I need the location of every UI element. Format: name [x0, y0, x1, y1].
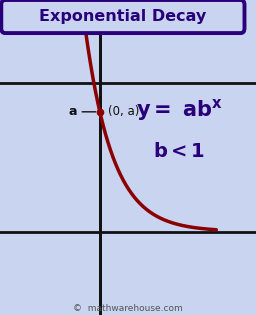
Text: $\mathbf{y{=}\ ab^x}$: $\mathbf{y{=}\ ab^x}$ [136, 97, 222, 123]
Text: Exponential Decay: Exponential Decay [39, 9, 207, 24]
Text: ©  mathwarehouse.com: © mathwarehouse.com [73, 304, 183, 312]
Text: $\mathbf{b < 1}$: $\mathbf{b < 1}$ [153, 142, 205, 161]
Text: (0, a): (0, a) [108, 105, 139, 118]
FancyBboxPatch shape [1, 0, 244, 33]
Text: a: a [68, 105, 77, 118]
